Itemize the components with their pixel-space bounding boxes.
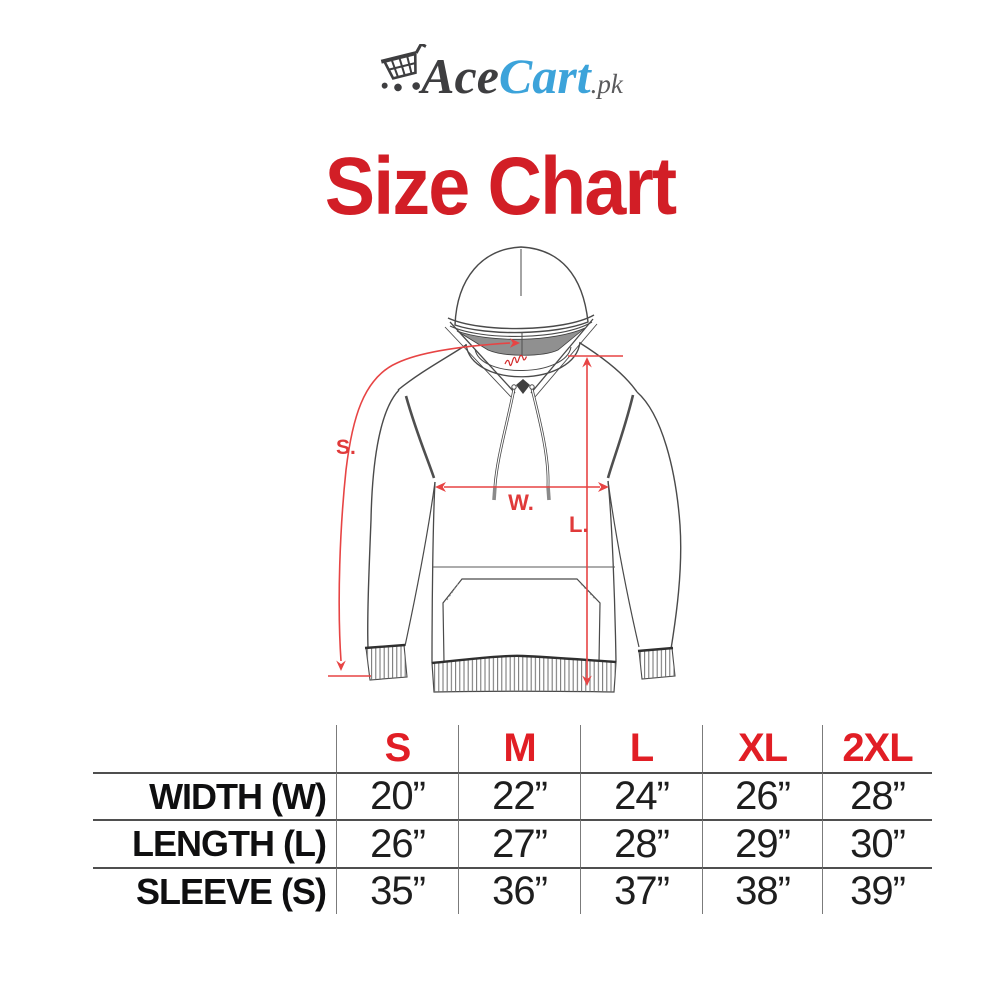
length-value-m: 27” [458,819,580,867]
row-label-width: WIDTH (W) [93,772,336,819]
sleeve-value-s: 35” [336,867,458,914]
column-header-s: S [336,725,458,772]
brand-name: AceCart.pk [421,44,623,116]
sleeve-measure-line [338,342,511,662]
width-value-s: 20” [336,772,458,819]
brand-logo: AceCart.pk [0,44,1000,114]
size-table-corner-cell [93,725,336,772]
page-title: Size Chart [324,141,677,232]
width-value-l: 24” [580,772,702,819]
sleeve-value-xl: 38” [702,867,822,914]
collar-brand-mark-icon [504,354,528,367]
hoodie-drawing: S. W. L. [328,246,682,693]
width-measure-label: W. [508,490,534,515]
measurement-annotations: S. W. L. [328,338,623,686]
column-header-m: M [458,725,580,772]
column-header-l: L [580,725,702,772]
length-arrowhead-icon [582,357,592,368]
length-value-xl: 29” [702,819,822,867]
width-arrowhead-icon [435,482,446,492]
hoodie-body [364,342,682,693]
size-table: S M L XL 2XL WIDTH (W) 20” 22” 24” 26” 2… [93,725,932,914]
width-value-2xl: 28” [822,772,932,819]
sleeve-measure-label: S. [336,436,356,459]
length-arrowhead-icon [582,675,592,686]
row-label-sleeve: SLEEVE (S) [93,867,336,914]
sleeve-value-2xl: 39” [822,867,932,914]
shopping-cart-icon [380,44,427,92]
length-value-s: 26” [336,819,458,867]
width-value-m: 22” [458,772,580,819]
sleeve-arrowhead-icon [336,660,346,671]
length-value-2xl: 30” [822,819,932,867]
column-header-xl: XL [702,725,822,772]
width-value-xl: 26” [702,772,822,819]
hoodie-measurement-diagram: S. W. L. [303,229,727,711]
brand-name-primary: Ace [421,48,499,104]
row-label-length: LENGTH (L) [93,819,336,867]
sleeve-arrowhead-icon [510,338,520,348]
width-arrowhead-icon [598,482,609,492]
sleeve-value-m: 36” [458,867,580,914]
brand-domain-suffix: .pk [590,69,623,99]
brand-name-secondary: Cart [498,48,591,104]
column-header-2xl: 2XL [822,725,932,772]
sleeve-value-l: 37” [580,867,702,914]
hood [444,246,598,398]
length-value-l: 28” [580,819,702,867]
length-measure-label: L. [569,512,589,537]
